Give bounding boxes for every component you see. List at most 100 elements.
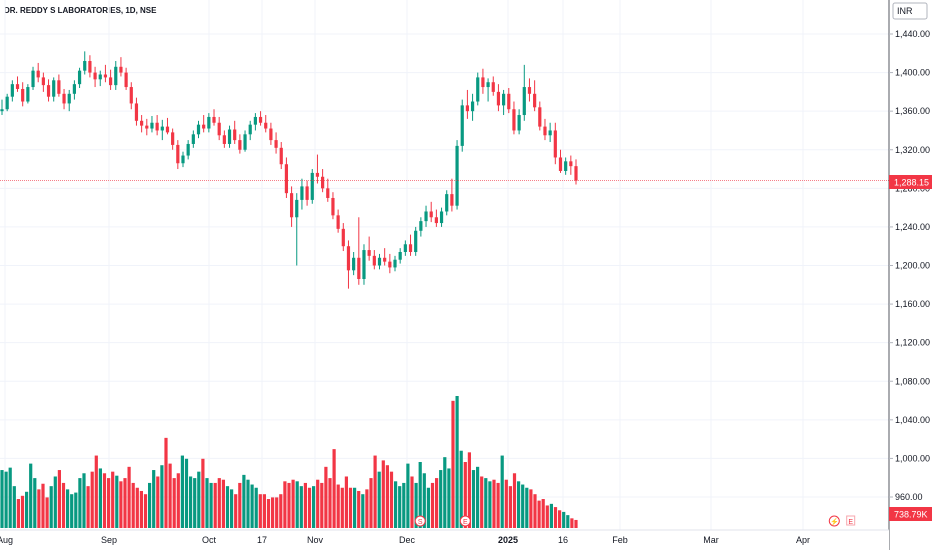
volume-bar (558, 510, 562, 528)
candle-body (491, 82, 495, 92)
candle-body (403, 244, 407, 252)
volume-bar (553, 507, 558, 528)
candle-body (352, 257, 356, 271)
candle-body (98, 74, 102, 80)
event-marker[interactable]: ⚡ (828, 515, 840, 527)
price-tick-label: 1,120.00 (895, 338, 930, 348)
volume-bar (410, 476, 414, 528)
candle-body (41, 77, 45, 86)
time-axis-ticks: Aug Sep Oct 17 Nov Dec 2025 16 Feb Mar Apr (0, 535, 810, 545)
volume-bar (476, 466, 480, 528)
volume-bar (574, 519, 578, 528)
volume-bar (332, 449, 336, 528)
volume-bar (250, 484, 254, 528)
volume-bar (217, 478, 221, 528)
event-markers[interactable]: S E ⚡ E (414, 515, 856, 527)
volume-bar (246, 479, 250, 528)
volume-bar (115, 475, 119, 528)
candle-body (269, 128, 273, 141)
candle-body (455, 145, 459, 206)
volume-bar (193, 478, 197, 528)
event-marker[interactable]: E (846, 515, 856, 526)
volume-bar (172, 478, 176, 528)
candle-body (207, 116, 211, 129)
volume-bar (521, 484, 525, 528)
volume-bar (254, 487, 258, 528)
candle-body (476, 77, 480, 102)
volume-bar (238, 482, 242, 528)
candle-body (217, 122, 221, 136)
candle-body (383, 257, 387, 262)
volume-bar (426, 487, 430, 528)
volume-bar (340, 487, 344, 528)
volume-bar (148, 482, 152, 528)
volume-bar (94, 455, 98, 528)
volume-bar (508, 486, 512, 528)
volume-bar (443, 457, 447, 528)
candle-body (305, 186, 309, 200)
volume-bar (164, 437, 168, 528)
event-marker-box (846, 515, 856, 526)
volume-bar (271, 497, 275, 528)
candle-body (548, 130, 552, 136)
volume-bar (562, 511, 566, 528)
volume-bar (287, 482, 291, 528)
currency-label: INR (897, 6, 913, 16)
volume-bar (152, 470, 156, 528)
event-marker[interactable]: S (414, 515, 426, 527)
candle-body (574, 166, 578, 181)
candle-body (264, 122, 268, 129)
candle-body (310, 172, 314, 200)
candle-body (336, 215, 340, 229)
candle-body (10, 84, 14, 97)
volume-bar (291, 479, 295, 528)
volume-bar (102, 473, 107, 528)
price-tick-label: 1,240.00 (895, 222, 930, 232)
volume-bar (205, 478, 209, 528)
volume-bar (480, 476, 484, 528)
candle-body (424, 211, 428, 222)
last-volume-tag (889, 507, 932, 521)
price-axis-panel[interactable] (889, 0, 932, 550)
candle-body (398, 251, 402, 260)
time-tick-label: Nov (307, 535, 324, 545)
price-tick-label: 1,160.00 (895, 299, 930, 309)
event-marker[interactable]: E (459, 515, 471, 527)
event-marker-label: S (418, 519, 423, 526)
volume-bar (529, 489, 533, 528)
candle-body (527, 87, 532, 94)
currency-box[interactable] (892, 2, 928, 20)
volume-bar (328, 478, 332, 528)
volume-bar (336, 484, 340, 528)
volume-bar (533, 494, 537, 528)
volume-bar (225, 486, 230, 528)
candle-body (295, 199, 299, 218)
candle-body (15, 84, 20, 89)
candle-body (517, 115, 521, 131)
volume-bar (545, 505, 549, 528)
volume-bar (209, 482, 213, 528)
candle-body (114, 66, 118, 86)
candle-body (419, 221, 423, 231)
volume-bar (484, 478, 488, 528)
time-axis-panel[interactable] (0, 530, 889, 550)
volume-bar (537, 500, 541, 528)
volume-bar (496, 482, 500, 528)
candle-body (315, 172, 320, 177)
volume-bar (430, 482, 435, 528)
time-tick-label: Apr (796, 535, 810, 545)
volume-bar (234, 494, 238, 528)
volume-bar (98, 468, 102, 528)
volume-bar (41, 483, 45, 528)
volume-bar (549, 503, 553, 528)
volume-bar (455, 396, 459, 528)
volume-bar (131, 482, 135, 528)
candle-body (564, 161, 568, 171)
time-tick-label: Oct (202, 535, 217, 545)
volume-bar (20, 495, 25, 528)
candle-body (181, 155, 185, 164)
volume-bar (373, 455, 377, 528)
volume-bar (25, 491, 29, 528)
price-tick-label: 1,360.00 (895, 106, 930, 116)
